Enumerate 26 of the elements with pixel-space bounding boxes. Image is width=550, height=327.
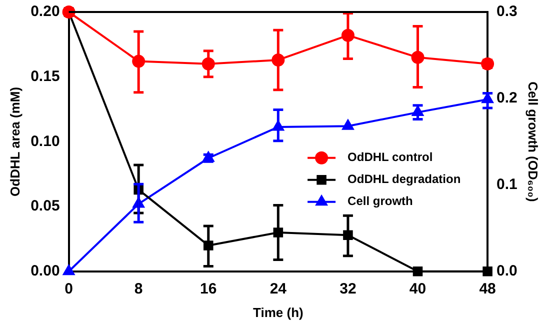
x-tick-label: 48: [479, 280, 496, 298]
x-tick-label: 0: [64, 280, 73, 298]
legend-label: Cell growth: [348, 194, 413, 208]
y2-tick-label: 0.0: [496, 262, 518, 280]
x-tick-label: 32: [340, 280, 356, 298]
x-tick-label: 24: [270, 280, 288, 298]
y-tick-label: 0.10: [30, 132, 60, 150]
y-tick-label: 0.05: [30, 198, 60, 215]
x-tick-label: 40: [409, 280, 426, 298]
y2-tick-label: 0.1: [496, 176, 518, 194]
point: [412, 266, 423, 276]
x-tick-label: 8: [134, 280, 143, 298]
x-tick-label: 16: [200, 280, 217, 298]
x-axis-title: Time (h): [253, 304, 304, 320]
y2-tick-label: 0.3: [496, 3, 518, 20]
legend-label: OdDHL degradation: [348, 172, 461, 186]
y-tick-label: 0.20: [30, 3, 60, 20]
point: [63, 264, 75, 276]
y2-axis-title: Cell growth (OD₆₀₀): [526, 82, 541, 202]
y-tick-label: 0.00: [30, 262, 60, 280]
point: [482, 266, 492, 276]
point: [342, 120, 354, 130]
legend-label: OdDHL control: [348, 150, 433, 164]
y2-tick-label: 0.2: [496, 90, 518, 107]
y-tick-label: 0.15: [30, 68, 60, 85]
y-axis-title: OdDHL area (mM): [7, 86, 22, 196]
